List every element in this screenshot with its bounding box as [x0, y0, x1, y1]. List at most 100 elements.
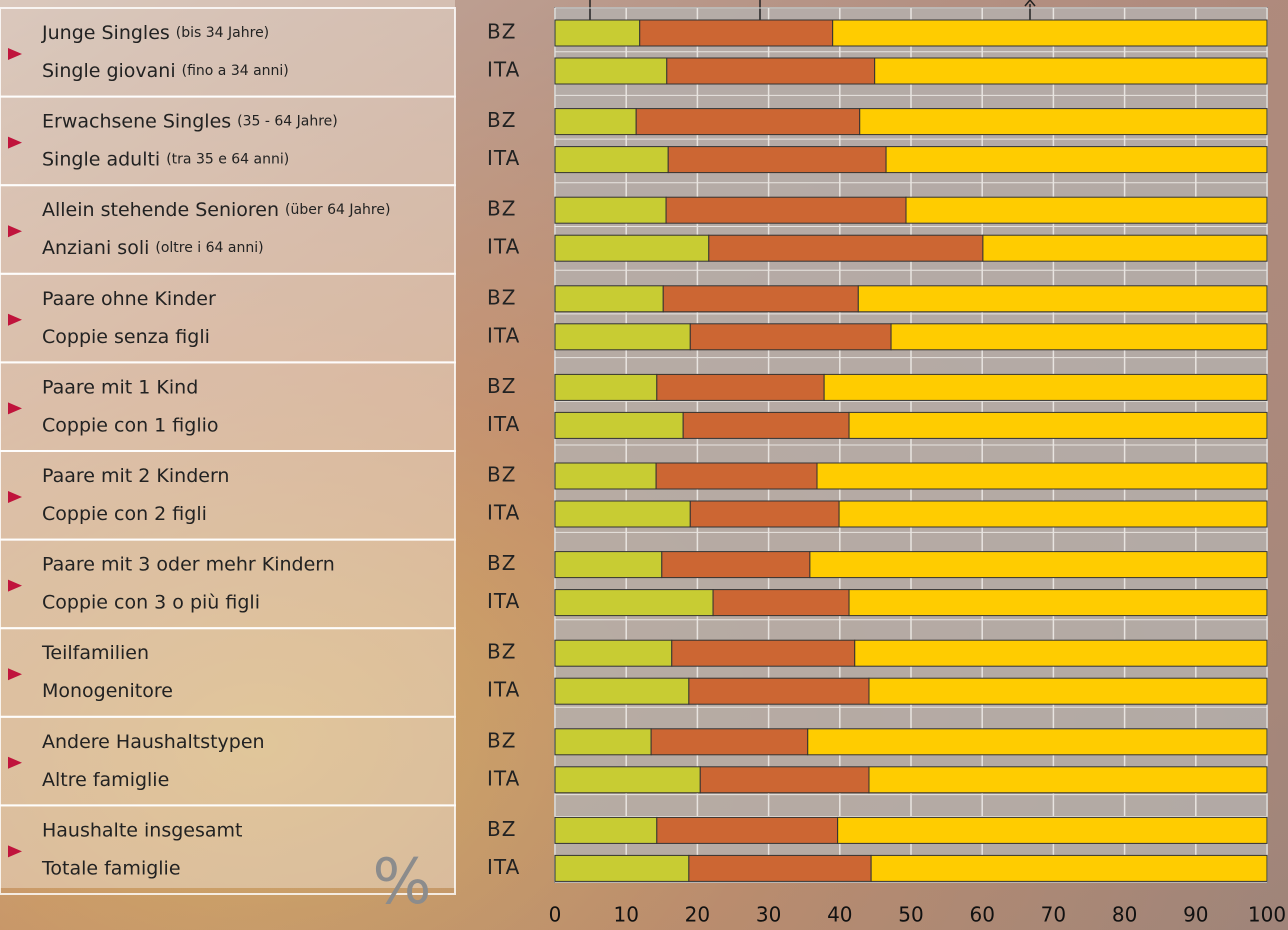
bar-segment	[688, 677, 870, 705]
group-label-main: Paare mit 2 Kindern	[42, 465, 229, 487]
group-label: Paare mit 3 oder mehr Kindern	[42, 553, 335, 575]
group-label: Coppie con 1 figlio	[42, 414, 219, 436]
bar-segment	[554, 323, 691, 351]
group-label-main: Coppie con 1 figlio	[42, 414, 219, 436]
bar-segment	[874, 57, 1268, 85]
bar-segment	[656, 816, 839, 844]
category-label: ITA	[487, 855, 520, 879]
x-tick-label: 80	[1112, 903, 1137, 927]
bar-segment	[699, 766, 870, 794]
label-box	[0, 804, 456, 896]
bar-segment	[662, 285, 859, 313]
bar-segment	[816, 462, 1268, 490]
category-label: BZ	[487, 817, 516, 841]
x-tick-label: 30	[756, 903, 781, 927]
bar-segment	[868, 766, 1268, 794]
group-label-main: Coppie con 3 o più figli	[42, 591, 260, 613]
bar-segment	[890, 323, 1268, 351]
category-label: BZ	[487, 285, 516, 309]
x-tick-label: 20	[685, 903, 710, 927]
x-tick-label: 90	[1183, 903, 1208, 927]
bar-segment	[832, 19, 1268, 47]
group-label-note: (fino a 34 anni)	[182, 63, 289, 79]
group-label: Monogenitore	[42, 680, 173, 702]
bar-segment	[639, 19, 834, 47]
group-label: Totale famiglie	[41, 857, 181, 879]
group-label-note: (über 64 Jahre)	[285, 202, 390, 218]
bar-segment	[554, 285, 664, 313]
bar-segment	[982, 234, 1268, 262]
group-label-main: Erwachsene Singles	[42, 110, 231, 132]
group-label-main: Totale famiglie	[41, 857, 181, 879]
bar-segment	[635, 108, 861, 136]
category-label: ITA	[487, 146, 520, 170]
row-marker	[8, 225, 22, 238]
group-label: Teilfamilien	[41, 642, 149, 664]
bar-segment	[868, 677, 1268, 705]
row-marker	[8, 491, 22, 503]
bar-segment	[854, 639, 1268, 667]
bar-segment	[554, 551, 663, 579]
category-label: BZ	[487, 640, 516, 664]
bar-segment	[554, 639, 673, 667]
category-label: BZ	[487, 728, 516, 752]
row-marker	[8, 579, 22, 592]
bar-segment	[671, 639, 856, 667]
bar-segment	[554, 462, 657, 490]
group-label: Allein stehende Senioren (über 64 Jahre)	[42, 199, 390, 221]
category-label: BZ	[487, 463, 516, 487]
bar-segment	[554, 816, 658, 844]
group-label-note: (35 - 64 Jahre)	[237, 114, 338, 130]
group-label: Coppie senza figli	[42, 325, 210, 347]
bar-segment	[656, 373, 825, 401]
bar-segment	[708, 234, 984, 262]
bar-segment	[554, 589, 714, 617]
category-label: ITA	[487, 766, 520, 790]
category-label: BZ	[487, 108, 516, 132]
x-tick-label: 0	[549, 903, 562, 927]
group-label-main: Anziani soli	[42, 237, 149, 259]
category-label: BZ	[487, 20, 516, 44]
bar-segment	[554, 196, 667, 224]
row-marker	[8, 313, 22, 326]
bar-segment	[848, 411, 1268, 439]
row-marker	[8, 756, 22, 769]
group-label: Coppie con 2 figli	[42, 503, 207, 525]
bar-segment	[885, 146, 1268, 174]
group-label-main: Andere Haushaltstypen	[42, 730, 265, 752]
category-label: ITA	[487, 501, 520, 525]
bar-segment	[554, 411, 684, 439]
bar-segment	[859, 108, 1268, 136]
bar-segment	[809, 551, 1268, 579]
bar-segment	[554, 854, 690, 882]
category-label: BZ	[487, 551, 516, 575]
bar-segment	[870, 854, 1268, 882]
group-label: Coppie con 3 o più figli	[42, 591, 260, 613]
group-label: Junge Singles (bis 34 Jahre)	[41, 22, 269, 44]
group-label: Anziani soli (oltre i 64 anni)	[42, 237, 264, 259]
bar-segment	[655, 462, 818, 490]
category-label: BZ	[487, 374, 516, 398]
row-marker	[8, 668, 22, 681]
bar-segment	[682, 411, 850, 439]
x-tick-label: 40	[827, 903, 852, 927]
group-label-main: Haushalte insgesamt	[42, 819, 242, 841]
category-label: ITA	[487, 323, 520, 347]
bar-segment	[837, 816, 1268, 844]
bar-segment	[848, 589, 1268, 617]
group-label-main: Altre famiglie	[42, 768, 169, 790]
bar-segment	[666, 57, 876, 85]
bar-segment	[554, 373, 658, 401]
category-label: BZ	[487, 197, 516, 221]
group-label: Andere Haushaltstypen	[42, 730, 265, 752]
bar-segment	[807, 728, 1268, 756]
group-label-main: Paare ohne Kinder	[42, 287, 216, 309]
group-label: Single giovani (fino a 34 anni)	[42, 60, 289, 82]
group-label-main: Single giovani	[42, 60, 176, 82]
group-label: Paare ohne Kinder	[42, 287, 216, 309]
bar-segment	[554, 108, 637, 136]
bar-segment	[905, 196, 1268, 224]
group-label-main: Allein stehende Senioren	[42, 199, 279, 221]
bar-segment	[554, 766, 701, 794]
